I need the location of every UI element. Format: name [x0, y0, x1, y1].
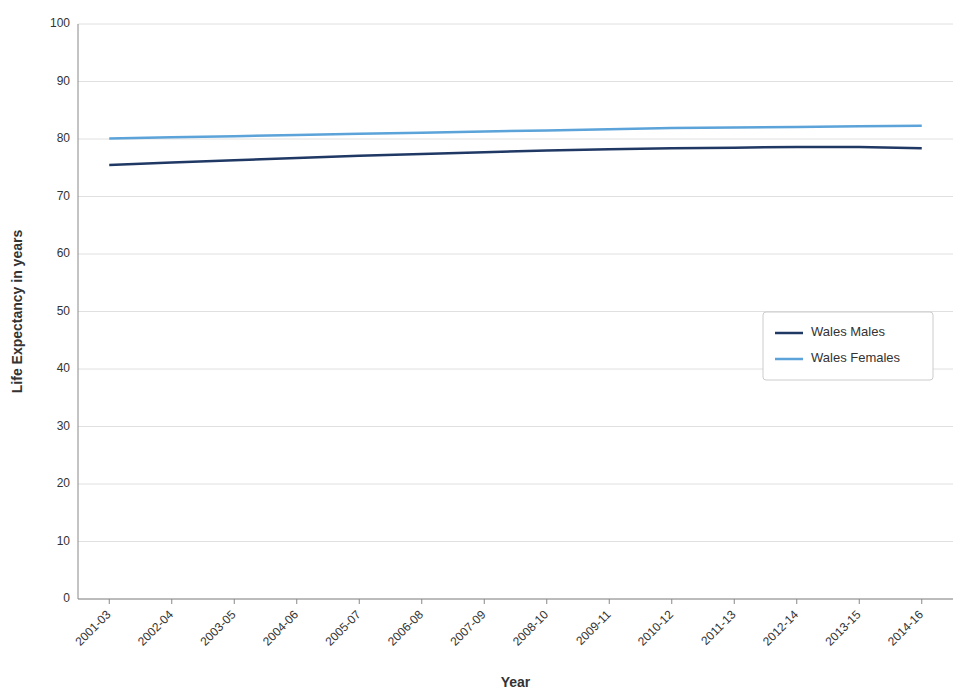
x-tick: [234, 599, 235, 604]
x-tick: [296, 599, 297, 604]
y-tick-label: 10: [57, 534, 71, 548]
y-tick-label: 100: [50, 16, 70, 30]
y-axis-line: [78, 24, 79, 599]
x-tick: [109, 599, 110, 604]
legend-swatch: [775, 358, 803, 361]
x-tick-label: 2005-07: [323, 607, 364, 648]
x-tick: [859, 599, 860, 604]
x-tick-label: 2012-14: [760, 607, 801, 648]
x-tick: [671, 599, 672, 604]
grid-line: [78, 139, 953, 140]
x-tick-label: 2009-11: [573, 607, 614, 648]
y-tick-label: 80: [57, 131, 71, 145]
grid-line: [78, 599, 953, 600]
grid-line: [78, 541, 953, 542]
legend-swatch: [775, 332, 803, 335]
x-tick-label: 2011-13: [698, 607, 739, 648]
x-axis: 2001-03 2002-04 2003-05 2004-06 2005-07 2006-…: [73, 599, 927, 649]
x-axis-line: [78, 599, 953, 600]
x-tick: [734, 599, 735, 604]
series-line: [109, 126, 922, 139]
legend-label: Wales Females: [811, 350, 901, 365]
chart-container: 0 10 20 30 40 50 60 70 80 90 100 2001-03 2002-04 2003…: [0, 0, 977, 699]
y-tick-label: 60: [57, 246, 71, 260]
grid: [78, 24, 953, 599]
grid-line: [78, 24, 953, 25]
y-tick-label: 70: [57, 189, 71, 203]
legend-box: [763, 312, 933, 380]
grid-line: [78, 426, 953, 427]
series-line: [109, 147, 922, 165]
grid-line: [78, 254, 953, 255]
grid-line: [78, 484, 953, 485]
x-tick: [796, 599, 797, 604]
x-tick-label: 2013-15: [823, 607, 864, 648]
x-tick-label: 2001-03: [73, 607, 114, 648]
x-tick-label: 2010-12: [635, 607, 676, 648]
legend: Wales Males Wales Females: [763, 312, 933, 380]
y-tick-label: 30: [57, 419, 71, 433]
y-tick-label: 50: [57, 304, 71, 318]
grid-line: [78, 196, 953, 197]
grid-line: [78, 81, 953, 82]
x-tick: [609, 599, 610, 604]
y-tick-label: 90: [57, 74, 71, 88]
x-tick: [546, 599, 547, 604]
x-tick-label: 2004-06: [260, 607, 301, 648]
legend-label: Wales Males: [811, 324, 885, 339]
x-tick: [484, 599, 485, 604]
y-axis: 0 10 20 30 40 50 60 70 80 90 100: [50, 16, 70, 605]
x-tick: [359, 599, 360, 604]
x-tick: [421, 599, 422, 604]
y-tick-label: 40: [57, 361, 71, 375]
x-tick-label: 2006-08: [385, 607, 426, 648]
x-axis-label: Year: [501, 674, 531, 690]
x-tick-label: 2003-05: [198, 607, 239, 648]
x-tick-label: 2014-16: [885, 607, 926, 648]
x-tick-label: 2007-09: [448, 607, 489, 648]
chart-svg: 0 10 20 30 40 50 60 70 80 90 100 2001-03 2002-04 2003…: [0, 0, 977, 699]
x-tick-label: 2002-04: [135, 607, 176, 648]
x-tick: [171, 599, 172, 604]
x-tick-label: 2008-10: [510, 607, 551, 648]
series-lines: [109, 126, 922, 165]
y-tick-label: 0: [63, 591, 70, 605]
y-axis-label: Life Expectancy in years: [9, 230, 25, 394]
x-tick: [921, 599, 922, 604]
y-tick-label: 20: [57, 476, 71, 490]
